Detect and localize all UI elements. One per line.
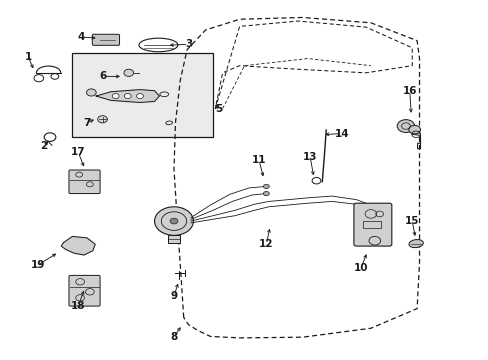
Text: 18: 18 [71, 301, 85, 311]
Text: 5: 5 [215, 104, 223, 113]
Circle shape [124, 94, 131, 99]
FancyBboxPatch shape [92, 34, 119, 45]
Text: 11: 11 [251, 156, 266, 165]
Bar [168, 235, 180, 243]
Circle shape [154, 207, 193, 235]
Text: 6: 6 [100, 71, 107, 81]
Text: 13: 13 [302, 152, 317, 162]
Text: 12: 12 [259, 239, 273, 249]
Text: 9: 9 [170, 291, 177, 301]
Circle shape [112, 94, 119, 99]
Bar [72, 53, 212, 137]
Circle shape [170, 218, 178, 224]
Polygon shape [61, 237, 95, 255]
Text: 19: 19 [31, 260, 45, 270]
Text: 3: 3 [184, 39, 192, 49]
Text: 2: 2 [41, 141, 48, 151]
FancyBboxPatch shape [69, 275, 100, 306]
Text: 4: 4 [78, 32, 85, 42]
FancyBboxPatch shape [69, 170, 100, 194]
Text: 1: 1 [24, 52, 32, 62]
Circle shape [123, 69, 133, 76]
Text: 8: 8 [170, 332, 177, 342]
Circle shape [98, 116, 107, 123]
Circle shape [263, 184, 269, 189]
FancyBboxPatch shape [353, 203, 391, 246]
Text: 17: 17 [71, 147, 85, 157]
Text: 7: 7 [82, 118, 90, 128]
Circle shape [396, 120, 414, 132]
Bar [362, 221, 380, 228]
Ellipse shape [408, 239, 423, 248]
Text: 14: 14 [334, 129, 348, 139]
Polygon shape [96, 90, 159, 103]
Circle shape [86, 89, 96, 96]
Text: 10: 10 [353, 262, 367, 273]
Text: 15: 15 [404, 216, 419, 226]
Circle shape [408, 125, 420, 134]
Circle shape [263, 192, 269, 196]
Circle shape [136, 94, 143, 99]
Text: 16: 16 [402, 86, 416, 96]
